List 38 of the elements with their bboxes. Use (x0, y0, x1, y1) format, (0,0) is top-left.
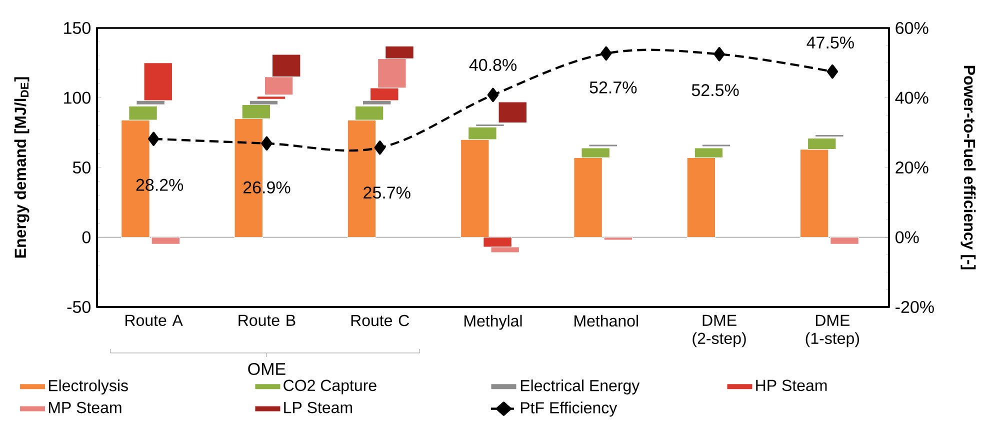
data-label: 40.8% (469, 58, 516, 71)
x-tick-label: Route A (126, 314, 183, 326)
y-tick-label: 100 (64, 92, 90, 104)
legend-label: PtF Efficiency (520, 402, 618, 417)
point (714, 47, 725, 62)
legend-label: CO2 Capture (284, 380, 376, 394)
y2-tick-label: -20% (896, 300, 934, 314)
x-tick-label: Route B (238, 314, 296, 326)
y2-tick-label: 60% (896, 22, 928, 34)
x-tick-label: Methylal (464, 314, 522, 330)
y-tick-label: 150 (64, 22, 90, 34)
data-label: 52.5% (692, 84, 739, 96)
y-tick-label: 0 (82, 231, 90, 244)
legend-label: Electrical Energy (520, 380, 640, 394)
x-tick-label: Methanol (574, 314, 638, 327)
point (261, 136, 272, 151)
y-tick-label: 50 (72, 161, 90, 174)
text: OME (248, 362, 286, 376)
y2-tick-label: 0% (896, 231, 919, 244)
data-label: 47.5% (806, 36, 854, 49)
y2-tick-label: 40% (895, 92, 928, 104)
x-tick-label: Route C (351, 314, 410, 326)
point (374, 140, 386, 155)
y2-tick-label: 20% (896, 161, 928, 174)
point (487, 88, 499, 102)
y-tick-label: -50 (67, 300, 90, 314)
data-label: 52.7% (590, 81, 637, 94)
legend-label: Electrolysis (48, 380, 128, 394)
point (148, 132, 160, 146)
y-axis-title: Energy demand [MJ/l$_{DE}$] (14, 77, 30, 258)
x-tick-label: DME (2-step) (692, 314, 746, 348)
point (600, 46, 612, 61)
legend-label: HP Steam (756, 380, 827, 392)
y2-axis-title: Power-to-Fuel efficiency [-] (960, 66, 976, 270)
x-tick-label: DME (1-step) (806, 314, 859, 348)
legend-label: LP Steam (284, 402, 352, 414)
legend-label: MP Steam (48, 402, 122, 414)
point (826, 64, 838, 79)
